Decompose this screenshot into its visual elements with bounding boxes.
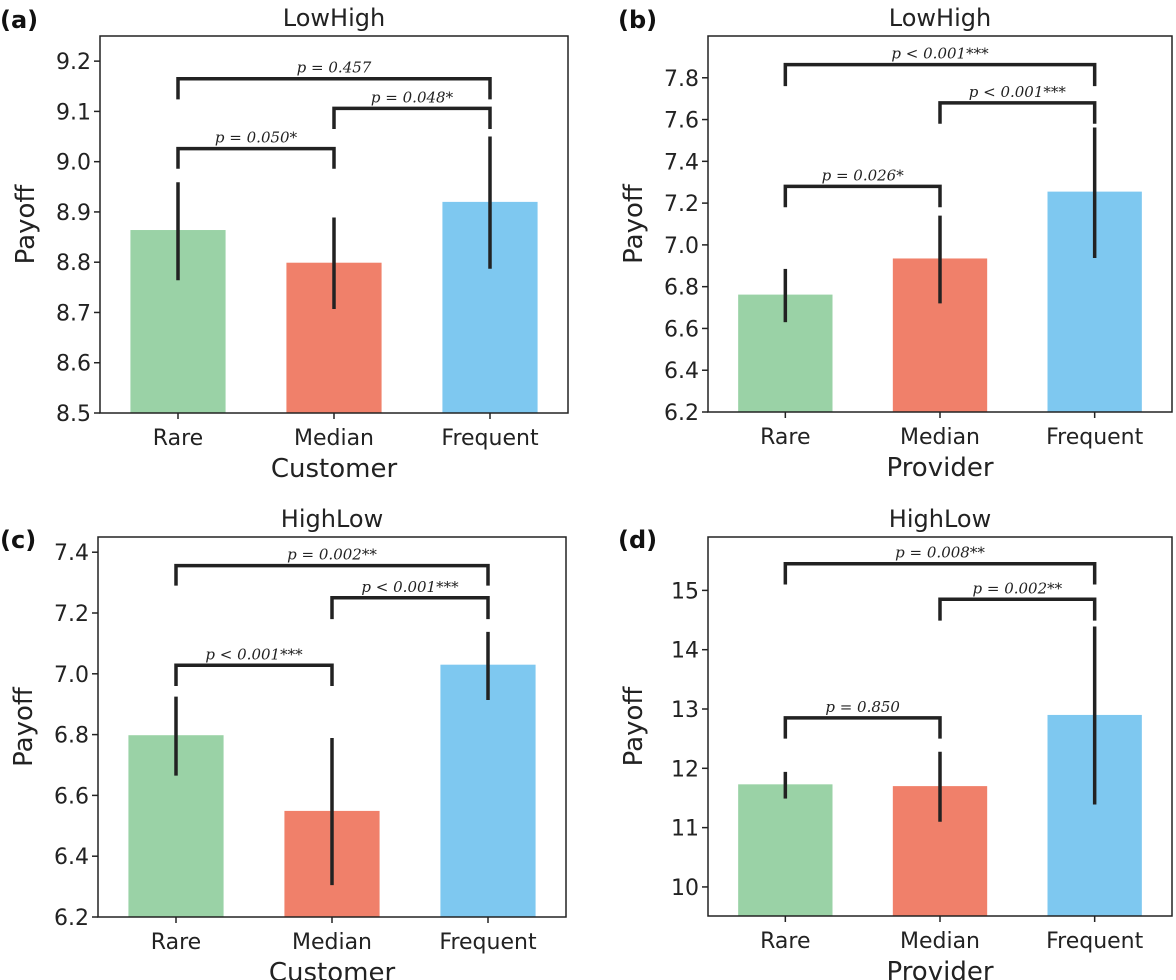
y-tick-label: 7.2 (664, 192, 699, 217)
y-tick-label: 7.2 (54, 602, 89, 627)
significance-bracket (176, 76, 492, 100)
significance-bracket (783, 561, 1097, 585)
y-tick-label: 6.6 (664, 317, 699, 342)
y-tick-label: 8.7 (56, 301, 91, 326)
y-tick-label: 6.4 (54, 845, 89, 870)
significance-bracket (332, 106, 492, 129)
y-tick-label: 7.4 (54, 541, 89, 566)
x-tick-label: Median (292, 930, 372, 955)
significance-bracket (783, 62, 1097, 87)
p-value-label: p = 0.026* (822, 166, 905, 184)
y-tick-label: 8.9 (56, 201, 91, 226)
y-tick-label: 7.6 (664, 109, 699, 134)
x-tick-label: Median (900, 425, 980, 450)
significance-bracket (174, 563, 490, 586)
p-value-label: p < 0.001*** (969, 83, 1067, 101)
panel-label: (b) (618, 6, 657, 34)
x-tick-label: Median (294, 426, 374, 451)
y-tick-label: 13 (671, 698, 699, 723)
x-tick-label: Median (900, 929, 980, 954)
y-axis-label: Payoff (619, 686, 649, 767)
y-tick-label: 6.8 (664, 276, 699, 301)
y-tick-label: 9.1 (56, 100, 91, 125)
x-tick-label: Frequent (1046, 929, 1144, 954)
x-tick-label: Frequent (1046, 425, 1144, 450)
subplot-title: LowHigh (283, 4, 385, 32)
x-axis-label: Provider (886, 453, 993, 483)
y-tick-label: 12 (671, 757, 699, 782)
y-axis-label: Payoff (11, 184, 41, 265)
y-tick-label: 6.6 (54, 784, 89, 809)
x-tick-label: Rare (153, 426, 203, 451)
significance-bracket (783, 184, 942, 208)
x-axis-label: Provider (886, 957, 993, 980)
panel-label: (d) (618, 526, 657, 554)
y-tick-label: 6.4 (664, 359, 699, 384)
panel-label: (c) (0, 526, 36, 554)
y-axis-label: Payoff (619, 183, 649, 264)
y-tick-label: 7.8 (664, 67, 699, 92)
p-value-label: p = 0.048* (371, 88, 454, 106)
significance-bracket (174, 663, 334, 686)
y-axis-label: Payoff (9, 686, 39, 767)
x-tick-label: Rare (151, 930, 201, 955)
y-tick-label: 7.0 (664, 234, 699, 259)
significance-bracket (176, 146, 336, 169)
significance-bracket (938, 597, 1097, 621)
y-tick-label: 7.4 (664, 150, 699, 175)
p-value-label: p < 0.001*** (891, 45, 989, 63)
bar-frequent (440, 664, 536, 917)
significance-bracket (330, 596, 490, 620)
x-tick-label: Rare (760, 425, 810, 450)
y-tick-label: 10 (671, 876, 699, 901)
subplot-d: p = 0.850 p = 0.002** p = 0.008** 10 11 12 13 1… (618, 505, 1173, 980)
p-value-label: p = 0.002** (973, 579, 1063, 597)
y-tick-label: 7.0 (54, 663, 89, 688)
y-tick-label: 8.6 (56, 352, 91, 377)
y-tick-label: 15 (671, 579, 699, 604)
x-tick-label: Rare (760, 929, 810, 954)
bar-rare (738, 784, 833, 916)
subplot-title: HighLow (281, 505, 383, 533)
p-value-label: p = 0.002** (287, 546, 377, 564)
y-tick-label: 11 (671, 817, 699, 842)
x-axis-label: Customer (269, 958, 396, 980)
x-tick-label: Frequent (441, 426, 539, 451)
p-value-label: p = 0.008** (895, 544, 985, 562)
p-value-label: p < 0.001*** (205, 645, 303, 663)
significance-bracket (938, 101, 1097, 124)
x-tick-label: Frequent (439, 930, 537, 955)
subplot-b: p = 0.026* p < 0.001*** p < 0.001*** 6.2 6.4… (618, 4, 1173, 483)
subplot-title: HighLow (889, 505, 991, 533)
p-value-label: p = 0.850 (825, 698, 900, 716)
y-tick-label: 6.2 (664, 401, 699, 426)
p-value-label: p = 0.050* (215, 129, 298, 147)
p-value-label: p < 0.001*** (361, 578, 459, 596)
significance-bracket (783, 716, 942, 739)
x-axis-label: Customer (271, 454, 398, 484)
y-tick-label: 8.5 (56, 402, 91, 427)
panel-label: (a) (0, 6, 38, 34)
subplot-c: p < 0.001*** p < 0.001*** p = 0.002** 6.2 6.… (0, 505, 567, 980)
y-tick-label: 6.8 (54, 724, 89, 749)
subplot-a: p = 0.050* p = 0.048* p = 0.457 8.5 8.6 8.7 8.… (0, 4, 569, 484)
y-tick-label: 6.2 (54, 906, 89, 931)
y-tick-label: 14 (671, 639, 699, 664)
y-tick-label: 8.8 (56, 251, 91, 276)
y-tick-label: 9.0 (56, 151, 91, 176)
p-value-label: p = 0.457 (297, 59, 372, 77)
y-tick-label: 9.2 (56, 50, 91, 75)
subplot-title: LowHigh (889, 4, 991, 32)
